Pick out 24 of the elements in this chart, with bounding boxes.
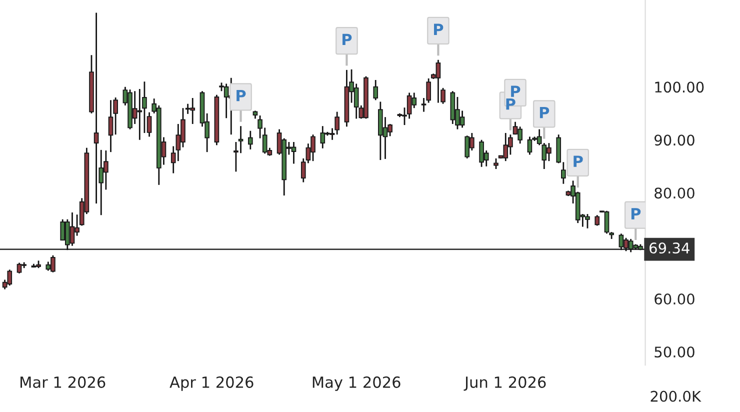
x-tick-label: May 1 2026 bbox=[312, 376, 400, 391]
annotation: P bbox=[434, 24, 444, 35]
y-tick-label: 100.00 bbox=[655, 82, 704, 93]
annotation: P bbox=[236, 90, 246, 102]
x-tick-label: Jun 1 2026 bbox=[464, 376, 546, 391]
annotation: P bbox=[540, 106, 550, 118]
candlestick bbox=[494, 158, 498, 170]
candlestick bbox=[146, 112, 152, 138]
candlestick bbox=[248, 130, 253, 150]
x-tick-label: Apr 1 2026 bbox=[170, 376, 254, 391]
y-tick-label: 50.00 bbox=[654, 346, 694, 358]
annotation: P bbox=[506, 98, 516, 110]
candlestick bbox=[373, 79, 378, 101]
ref-line-label: 69.34 bbox=[650, 242, 690, 254]
text: 200.0K bbox=[650, 390, 702, 402]
y-tick-label: 60.00 bbox=[654, 294, 694, 305]
x-tick-label: Mar 1 2026 bbox=[20, 376, 106, 388]
annotation: P bbox=[631, 208, 641, 220]
annotation: P bbox=[342, 34, 352, 46]
annotation: P bbox=[511, 86, 520, 97]
y-tick-label: 80.00 bbox=[654, 188, 694, 199]
y-tick-label: 90.00 bbox=[654, 134, 694, 146]
annotation: P bbox=[574, 156, 583, 167]
candlestick bbox=[594, 214, 600, 226]
